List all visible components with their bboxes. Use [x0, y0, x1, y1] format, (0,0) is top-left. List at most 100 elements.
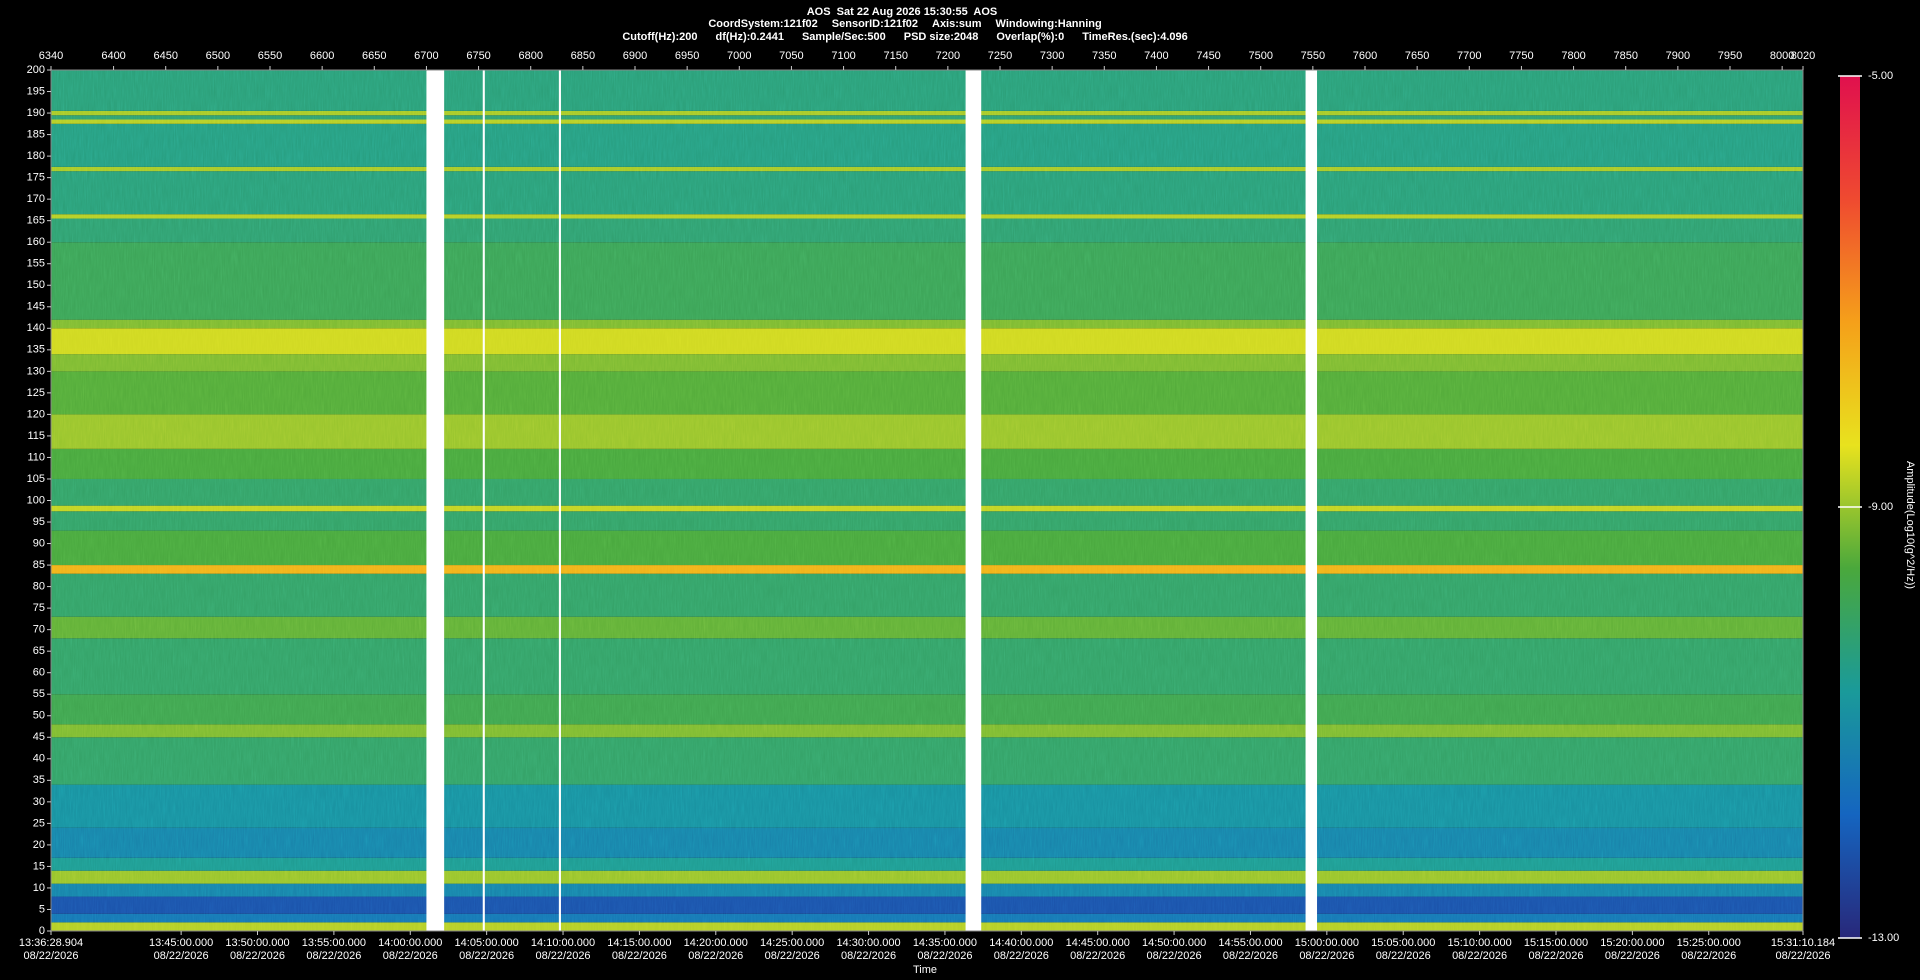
y-tick-label: 55: [33, 688, 45, 700]
x-tick-time: 13:55:00.000: [302, 937, 366, 949]
x-tick-time: 14:50:00.000: [1142, 937, 1206, 949]
top-tick-label: 6700: [414, 50, 438, 62]
top-tick-label: 8000: [1770, 50, 1794, 62]
x-tick-time: 13:36:28.904: [19, 937, 83, 949]
x-tick-date: 08/22/2026: [1223, 950, 1278, 962]
x-tick-time: 14:40:00.000: [989, 937, 1053, 949]
y-tick-label: 25: [33, 817, 45, 829]
y-tick-label: 150: [27, 279, 45, 291]
top-tick-label: 7550: [1301, 50, 1325, 62]
header-field: Overlap(%):0: [996, 31, 1064, 43]
data-gap: [1305, 70, 1318, 931]
y-tick-label: 30: [33, 796, 45, 808]
top-tick-label: 7350: [1092, 50, 1116, 62]
y-tick-label: 105: [27, 473, 45, 485]
top-tick-label: 6340: [39, 50, 63, 62]
y-tick-label: 80: [33, 581, 45, 593]
top-tick-label: 7500: [1248, 50, 1272, 62]
x-tick-date: 08/22/2026: [1376, 950, 1431, 962]
x-tick-date: 08/22/2026: [994, 950, 1049, 962]
x-tick-date: 08/22/2026: [1775, 950, 1830, 962]
x-tick-date: 08/22/2026: [1070, 950, 1125, 962]
top-tick-label: 6500: [206, 50, 230, 62]
top-tick-label: 6600: [310, 50, 334, 62]
x-tick-time: 14:10:00.000: [531, 937, 595, 949]
data-gap: [558, 70, 561, 931]
x-tick-date: 08/22/2026: [23, 950, 78, 962]
x-tick-time: 14:25:00.000: [760, 937, 824, 949]
x-tick-time: 13:45:00.000: [149, 937, 213, 949]
plot-area: [51, 70, 1803, 931]
x-tick-time: 15:10:00.000: [1447, 937, 1511, 949]
y-tick-label: 110: [27, 451, 45, 463]
y-tick-label: 175: [27, 172, 45, 184]
x-tick-time: 14:15:00.000: [607, 937, 671, 949]
x-tick-time: 15:00:00.000: [1295, 937, 1359, 949]
x-tick-date: 08/22/2026: [230, 950, 285, 962]
x-tick-date: 08/22/2026: [917, 950, 972, 962]
header-field: Windowing:Hanning: [996, 18, 1102, 30]
y-tick-label: 45: [33, 731, 45, 743]
y-tick-label: 170: [27, 193, 45, 205]
y-tick-label: 185: [27, 128, 45, 140]
top-tick-label: 7950: [1718, 50, 1742, 62]
x-tick-date: 08/22/2026: [612, 950, 667, 962]
top-tick-label: 6400: [101, 50, 125, 62]
top-tick-label: 6550: [258, 50, 282, 62]
x-tick-time: 13:50:00.000: [225, 937, 289, 949]
top-tick-label: 6750: [466, 50, 490, 62]
y-tick-label: 5: [39, 903, 45, 915]
top-tick-label: 7250: [988, 50, 1012, 62]
colorbar-tick-label: -5.00: [1868, 70, 1893, 82]
y-tick-label: 50: [33, 710, 45, 722]
y-tick-label: 100: [27, 494, 45, 506]
x-tick-date: 08/22/2026: [383, 950, 438, 962]
top-tick-label: 6800: [518, 50, 542, 62]
top-tick-label: 7300: [1040, 50, 1064, 62]
x-axis-label: Time: [913, 964, 937, 976]
top-tick-label: 7050: [779, 50, 803, 62]
top-tick-label: 8020: [1791, 50, 1815, 62]
y-tick-label: 140: [27, 322, 45, 334]
top-tick-label: 6900: [623, 50, 647, 62]
header-line: Cutoff(Hz):200 df(Hz):0.2441 Sample/Sec:50…: [607, 31, 1197, 43]
x-tick-time: 14:55:00.000: [1218, 937, 1282, 949]
top-tick-label: 7900: [1666, 50, 1690, 62]
x-tick-time: 14:00:00.000: [378, 937, 442, 949]
top-tick-label: 6950: [675, 50, 699, 62]
top-tick-label: 6650: [362, 50, 386, 62]
x-tick-date: 08/22/2026: [841, 950, 896, 962]
x-tick-date: 08/22/2026: [1528, 950, 1583, 962]
data-gap: [965, 70, 982, 931]
x-tick-time: 15:05:00.000: [1371, 937, 1435, 949]
y-tick-label: 130: [27, 365, 45, 377]
y-tick-label: 65: [33, 645, 45, 657]
top-tick-label: 7100: [831, 50, 855, 62]
top-tick-label: 7850: [1613, 50, 1637, 62]
y-tick-label: 135: [27, 344, 45, 356]
x-tick-time: 15:31:10.184: [1771, 937, 1835, 949]
top-tick-label: 7450: [1196, 50, 1220, 62]
x-tick-date: 08/22/2026: [1605, 950, 1660, 962]
x-tick-date: 08/22/2026: [1299, 950, 1354, 962]
top-tick-label: 7150: [883, 50, 907, 62]
x-tick-time: 14:45:00.000: [1066, 937, 1130, 949]
y-tick-label: 90: [33, 537, 45, 549]
data-gap: [482, 70, 485, 931]
y-tick-label: 70: [33, 624, 45, 636]
header-field: Sample/Sec:500: [802, 31, 886, 43]
y-tick-label: 200: [27, 64, 45, 76]
x-tick-date: 08/22/2026: [459, 950, 514, 962]
x-tick-time: 14:35:00.000: [913, 937, 977, 949]
x-tick-date: 08/22/2026: [1681, 950, 1736, 962]
header-field: CoordSystem:121f02: [708, 18, 817, 30]
top-tick-label: 6450: [153, 50, 177, 62]
y-tick-label: 95: [33, 516, 45, 528]
top-tick-label: 7750: [1509, 50, 1533, 62]
x-tick-date: 08/22/2026: [1452, 950, 1507, 962]
y-tick-label: 40: [33, 753, 45, 765]
y-tick-label: 60: [33, 667, 45, 679]
y-tick-label: 160: [27, 236, 45, 248]
colorbar-label: Amplitude(Log10(g^2/Hz)): [1904, 461, 1916, 589]
